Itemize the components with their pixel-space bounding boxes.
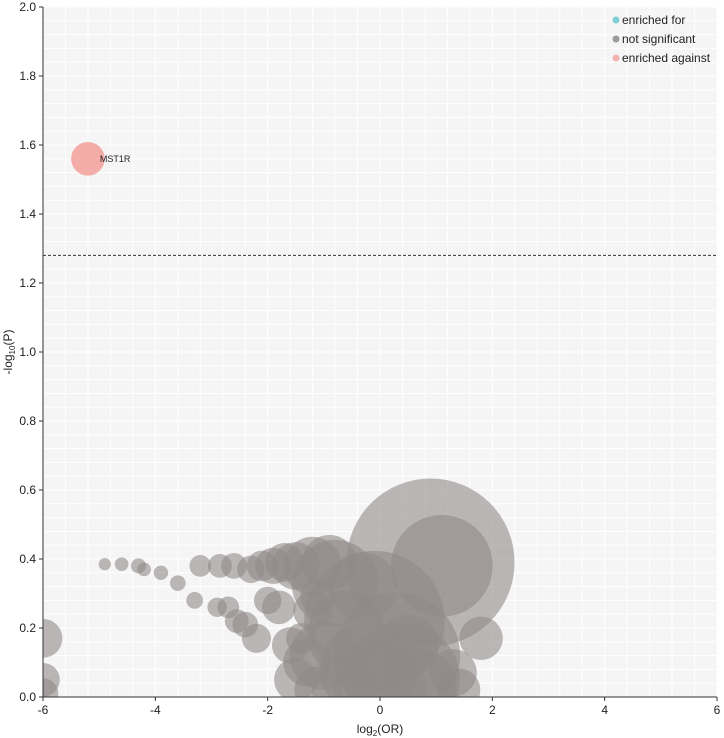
- legend-marker: [612, 16, 620, 24]
- point-mst1r: [71, 142, 105, 176]
- y-tick-label: 0.6: [19, 483, 36, 497]
- y-tick-label: 1.0: [19, 345, 36, 359]
- data-point: [207, 597, 227, 617]
- data-points: [43, 142, 515, 697]
- data-point: [153, 565, 169, 580]
- data-point: [300, 578, 337, 616]
- axes: -6 -4 -2 0 2 4 6 0.0 0.2 0.4 0.6 0.8 1.0 1.2 1.4 1.6 1.8…: [19, 0, 720, 717]
- x-tick-label: 4: [601, 703, 608, 717]
- y-tick-label: 1.6: [19, 138, 36, 152]
- data-point: [186, 592, 204, 609]
- y-axis-label: -log10(P): [1, 330, 17, 375]
- x-tick-label: 6: [714, 703, 721, 717]
- data-point: [114, 557, 129, 572]
- x-tick-label: -2: [262, 703, 273, 717]
- data-point: [43, 618, 63, 658]
- legend-label: not significant: [622, 32, 696, 46]
- annotation-label: MST1R: [100, 154, 131, 164]
- legend-label: enriched against: [622, 51, 711, 65]
- data-point: [436, 668, 481, 697]
- legend-label: enriched for: [622, 13, 685, 27]
- data-point: [98, 558, 111, 571]
- y-tick-label: 0.4: [19, 552, 36, 566]
- x-tick-label: 2: [489, 703, 496, 717]
- legend: enriched for not significant enriched agai…: [612, 13, 711, 65]
- data-point: [459, 616, 503, 661]
- y-tick-label: 0.0: [19, 690, 36, 704]
- y-tick-label: 0.2: [19, 621, 36, 635]
- data-point: [208, 554, 232, 578]
- y-tick-label: 1.8: [19, 69, 36, 83]
- x-tick-label: 0: [377, 703, 384, 717]
- data-point: [274, 658, 318, 697]
- x-tick-label: -4: [150, 703, 161, 717]
- data-point: [253, 586, 282, 615]
- data-point: [390, 515, 493, 617]
- y-tick-label: 0.8: [19, 414, 36, 428]
- x-tick-label: -6: [38, 703, 49, 717]
- data-point: [189, 555, 212, 577]
- data-point: [286, 623, 317, 654]
- legend-marker: [612, 54, 620, 62]
- y-tick-label: 1.2: [19, 276, 36, 290]
- legend-marker: [612, 35, 620, 43]
- data-point: [377, 614, 439, 676]
- data-point: [43, 678, 59, 697]
- data-point: [169, 575, 186, 591]
- y-tick-label: 1.4: [19, 207, 36, 221]
- x-axis-label: log2(OR): [357, 722, 403, 738]
- annotations: MST1R: [100, 154, 131, 164]
- data-point: [137, 562, 151, 577]
- y-tick-label: 2.0: [19, 0, 36, 14]
